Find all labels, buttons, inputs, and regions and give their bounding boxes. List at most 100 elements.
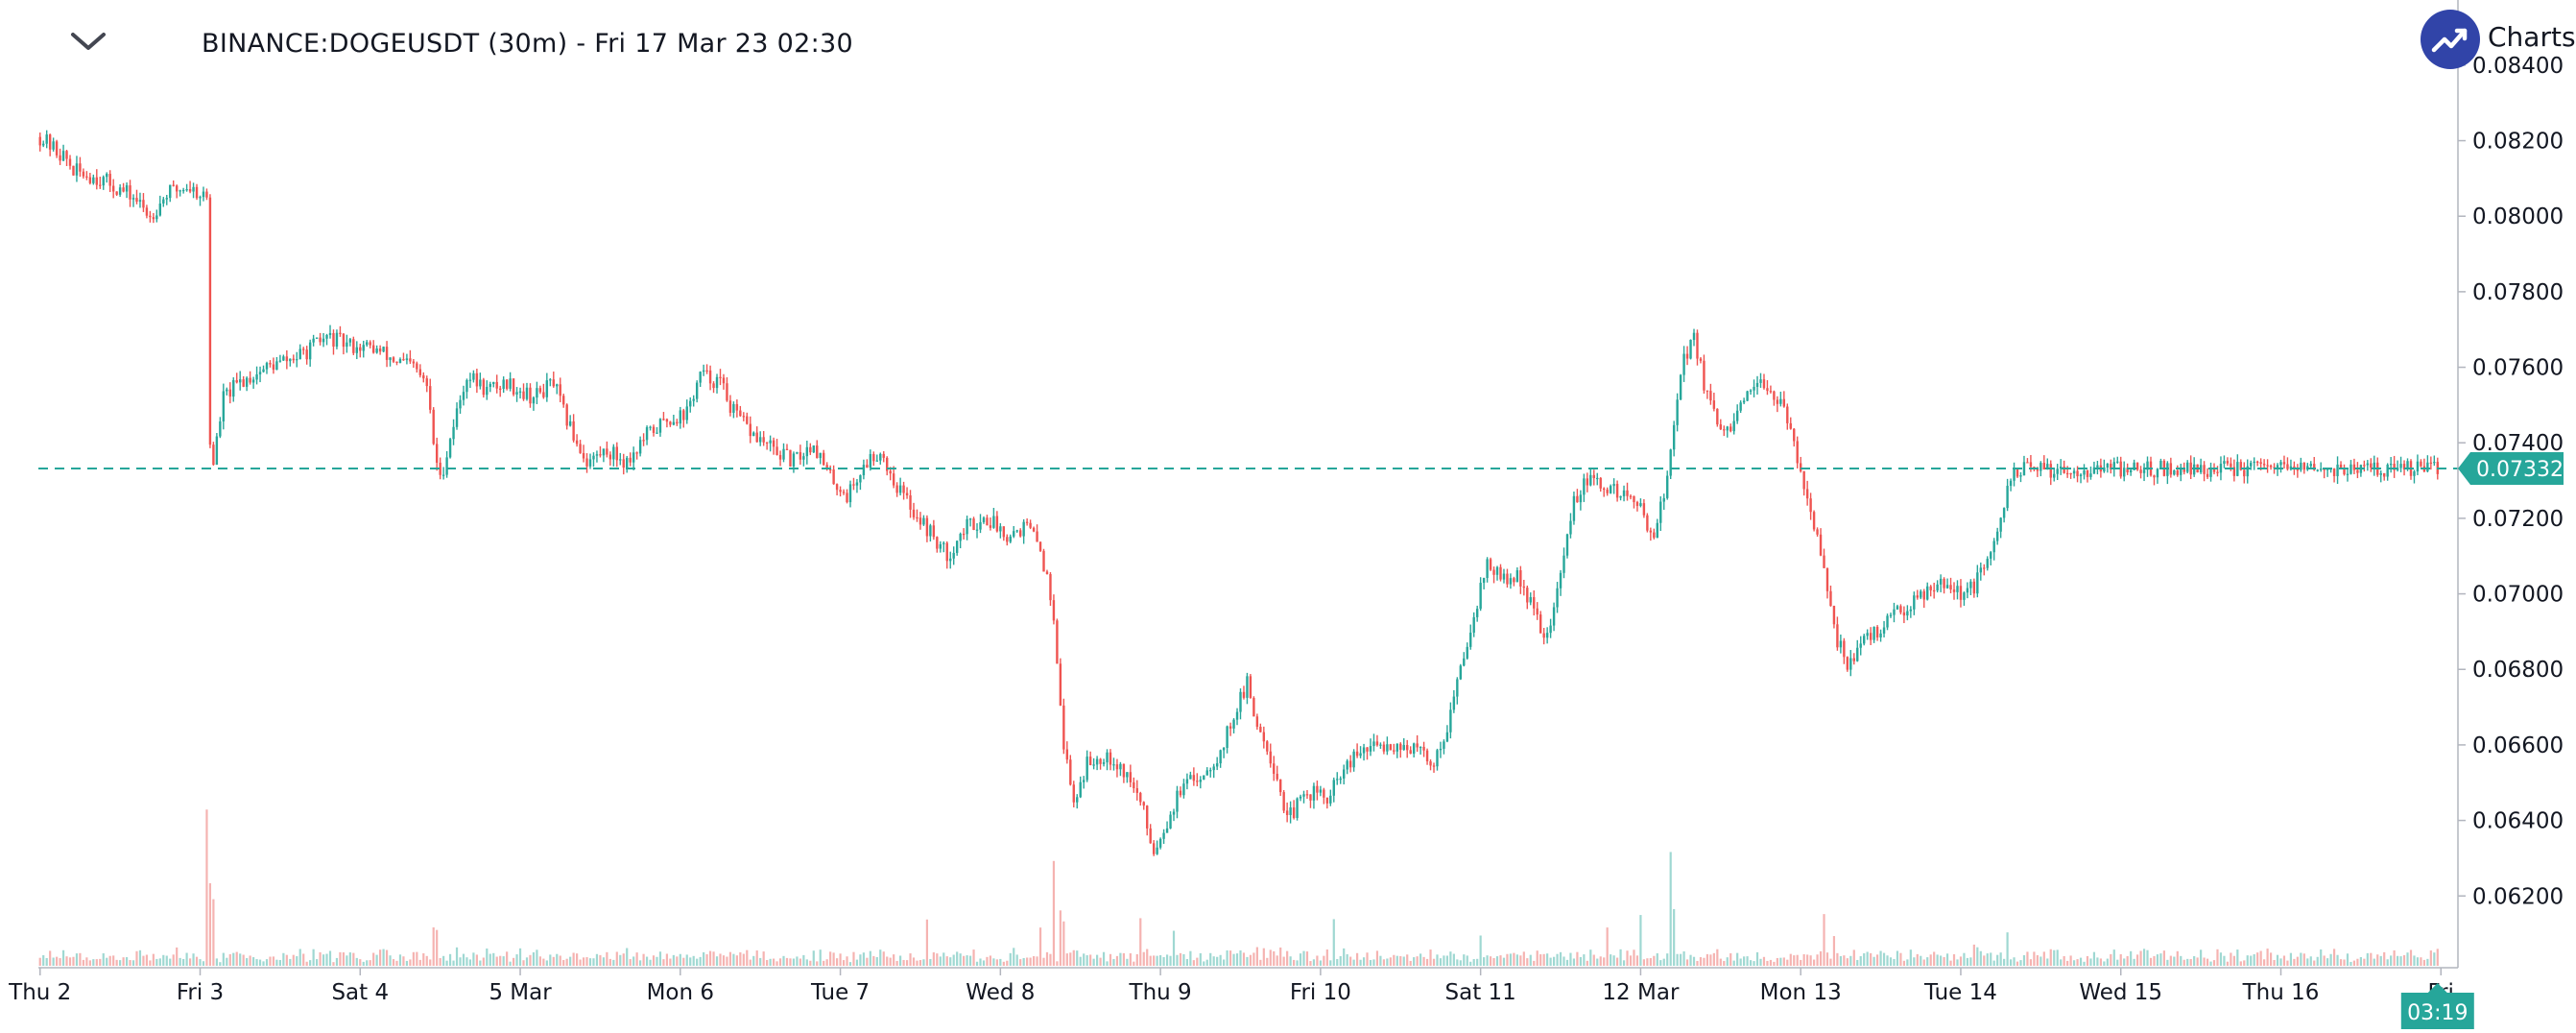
candle <box>2269 464 2273 470</box>
candle <box>2203 461 2206 482</box>
candle <box>685 399 688 424</box>
volume-bar <box>1486 955 1489 966</box>
candle <box>2226 457 2230 467</box>
candle <box>1538 611 1542 634</box>
candle <box>1152 840 1156 856</box>
candle <box>932 519 936 541</box>
volume-bar <box>512 957 515 966</box>
volume-bar <box>1425 958 1429 966</box>
volume-bar <box>429 959 432 966</box>
candle-body <box>999 526 1002 532</box>
candle-body <box>1269 751 1272 764</box>
candle <box>1515 567 1519 583</box>
candle-body <box>549 379 552 381</box>
volume-bar <box>1572 958 1576 966</box>
volume-bar <box>966 955 968 966</box>
candle-body <box>1299 796 1302 799</box>
candle <box>1589 468 1592 487</box>
candle <box>2236 454 2239 477</box>
candle-body <box>1986 558 1989 568</box>
candle-body <box>1459 665 1463 680</box>
candle-body <box>1916 595 1919 598</box>
logo-text[interactable]: Charts p <box>2488 21 2576 53</box>
candle-body <box>1589 474 1592 486</box>
candle <box>2123 461 2126 482</box>
volume-bar <box>825 959 828 966</box>
candle-body <box>1065 749 1069 760</box>
volume-bar <box>1413 957 1416 966</box>
volume-bar <box>402 956 405 966</box>
candle <box>942 541 945 553</box>
candle-body <box>2069 472 2072 475</box>
candle-body <box>916 516 918 519</box>
volume-bar <box>369 960 371 966</box>
candle <box>1689 339 1692 360</box>
volume-bar <box>759 957 762 966</box>
candle <box>1596 472 1599 486</box>
candle-body <box>772 440 775 447</box>
candle-body <box>1945 585 1949 589</box>
volume-bar <box>588 958 592 966</box>
volume-bar <box>131 960 135 966</box>
volume-bar <box>2103 961 2106 966</box>
volume-bar <box>2176 950 2179 966</box>
candle <box>1513 576 1515 587</box>
candle-body <box>866 465 869 468</box>
candle <box>2149 456 2153 477</box>
candle-body <box>1185 779 1189 784</box>
candle-body <box>82 171 85 177</box>
candle-body <box>1366 747 1369 752</box>
volume-bar <box>2329 953 2332 966</box>
volume-bar <box>735 955 738 966</box>
candle <box>2180 464 2182 482</box>
volume-bar <box>255 959 258 966</box>
volume-bar <box>1539 954 1542 966</box>
volume-bar <box>2223 955 2226 966</box>
candle <box>1069 755 1072 786</box>
candle <box>1986 556 1989 571</box>
candle <box>1879 629 1882 642</box>
volume-bar <box>719 953 722 966</box>
volume-bar <box>676 956 679 966</box>
candle <box>728 395 732 417</box>
volume-bar <box>1269 949 1272 966</box>
candle <box>1966 582 1969 599</box>
candle <box>195 183 199 201</box>
candle-body <box>1079 781 1082 798</box>
candle-body <box>692 398 695 401</box>
candle-body <box>2370 463 2373 468</box>
candle-body <box>2110 463 2112 469</box>
volume-bar <box>412 951 415 966</box>
volume-bar <box>202 961 205 966</box>
volume-bar <box>755 950 758 966</box>
candle <box>1633 495 1635 509</box>
candle-body <box>371 345 375 353</box>
candle <box>1959 579 1963 608</box>
tradingview-logo-button[interactable] <box>2421 10 2480 69</box>
candle <box>2223 455 2226 468</box>
candle-body <box>726 383 728 401</box>
candle-body <box>185 189 188 191</box>
candle <box>305 346 308 365</box>
candle <box>472 370 475 383</box>
candle-body <box>1152 843 1156 854</box>
candle-body <box>1653 532 1656 539</box>
candle-body <box>2076 470 2079 477</box>
price-tick-label: 0.07000 <box>2472 583 2564 608</box>
candle-body <box>108 174 111 186</box>
candle-body <box>172 184 175 186</box>
volume-bar <box>102 952 105 966</box>
candle <box>61 144 65 162</box>
candle <box>712 381 715 394</box>
candle <box>1165 821 1169 833</box>
volume-bar <box>522 960 525 966</box>
collapse-button[interactable] <box>67 27 109 58</box>
volume-bar <box>1379 955 1382 966</box>
volume-bar <box>2099 958 2102 966</box>
candle-body <box>2029 462 2033 468</box>
volume-bar <box>1519 955 1522 966</box>
candle-body <box>212 444 215 466</box>
candle-body <box>1332 780 1335 796</box>
price-tick-label: 0.07600 <box>2472 356 2564 381</box>
